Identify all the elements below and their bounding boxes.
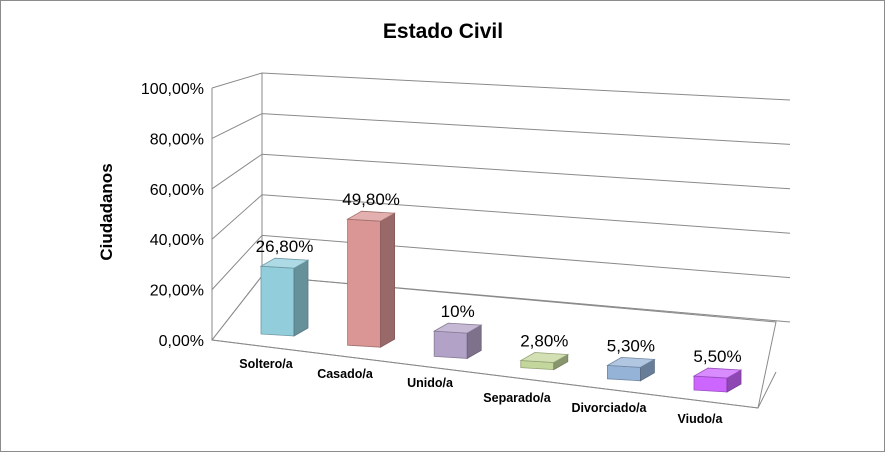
chart-title: Estado Civil (383, 20, 503, 43)
bar (432, 322, 483, 360)
data-label: 49,80% (342, 190, 400, 209)
gridline (211, 153, 791, 190)
bar (692, 367, 743, 393)
category-label: Casado/a (317, 367, 374, 381)
data-labels: 26,80% 49,80% 10% 2,80% 5,30% 5,50% (256, 190, 742, 366)
gridline (211, 72, 791, 101)
y-tick-label: 60,00% (150, 182, 204, 199)
floor-edge (211, 339, 777, 409)
category-label: Separado/a (483, 391, 551, 405)
data-label: 26,80% (256, 237, 314, 256)
category-label: Divorciado/a (571, 401, 647, 415)
bar (606, 356, 656, 382)
category-label: Viudo/a (678, 412, 724, 426)
gridline (211, 113, 791, 145)
bar (346, 210, 396, 348)
y-tick-label: 100,00% (141, 81, 204, 98)
y-tick-label: 0,00% (159, 333, 204, 350)
data-label: 5,30% (607, 336, 655, 355)
y-tick-label: 80,00% (150, 131, 204, 148)
chart-walls (211, 72, 791, 409)
category-label: Unido/a (407, 376, 454, 390)
gridline (211, 194, 791, 240)
category-label: Soltero/a (239, 357, 294, 371)
data-label: 2,80% (520, 332, 568, 351)
y-tick-label: 20,00% (150, 283, 204, 300)
bar (259, 257, 310, 337)
y-tick-label: 40,00% (150, 232, 204, 249)
y-axis-label: Ciudadanos (97, 163, 116, 260)
category-labels: Soltero/a Casado/a Unido/a Separado/a Divorc… (239, 357, 723, 426)
y-tick-labels: 0,00% 20,00% 40,00% 60,00% 80,00% 100,00% (141, 81, 204, 350)
data-label: 10% (441, 302, 475, 321)
bar (519, 352, 570, 371)
data-label: 5,50% (693, 347, 741, 366)
bars (259, 210, 743, 393)
